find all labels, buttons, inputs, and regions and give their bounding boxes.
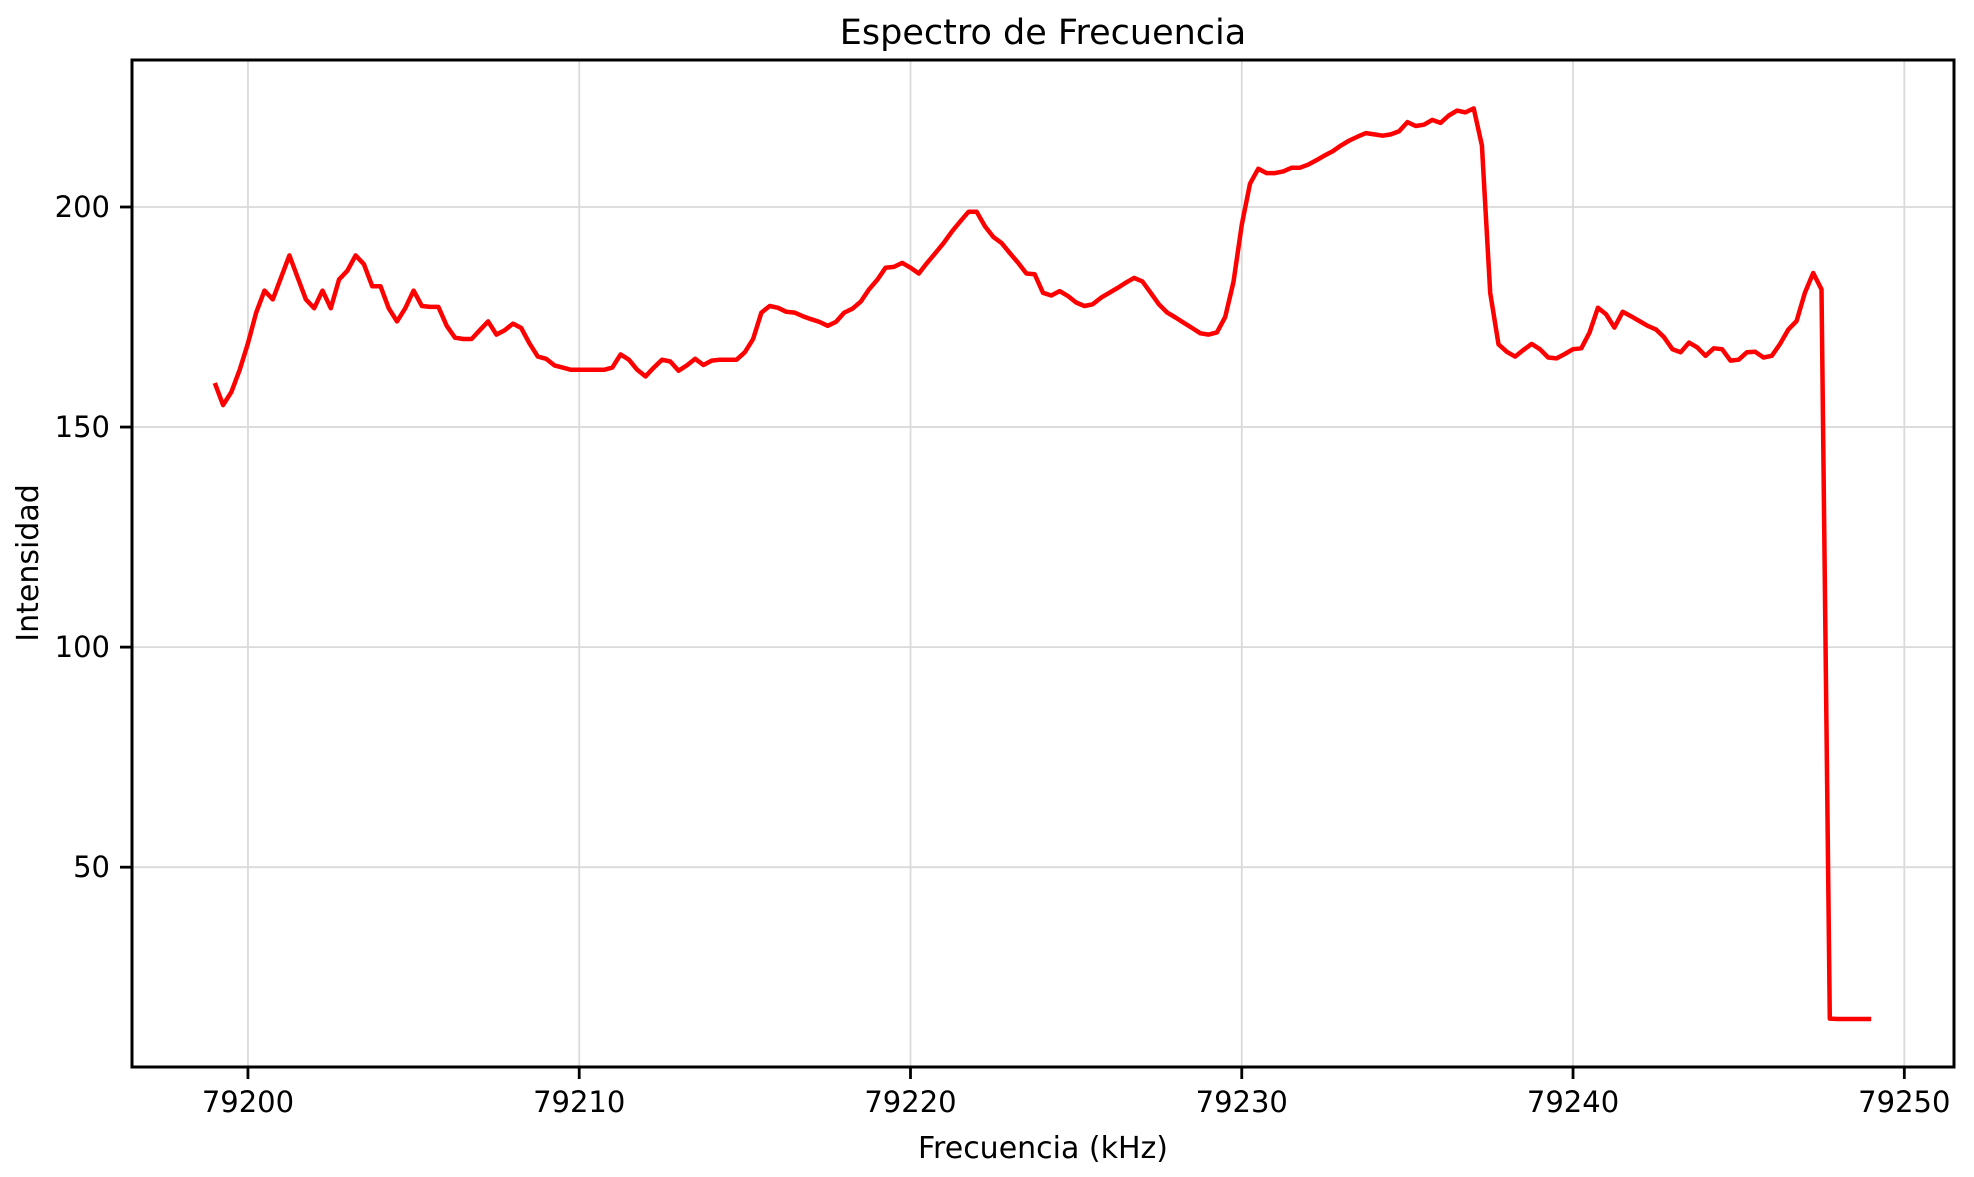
- x-tick-label: 79200: [202, 1085, 294, 1119]
- y-tick-label: 150: [55, 410, 110, 444]
- x-tick-label: 79230: [1196, 1085, 1288, 1119]
- x-tick-label: 79250: [1858, 1085, 1950, 1119]
- x-tick-label: 79240: [1527, 1085, 1619, 1119]
- spectrum-line: [212, 106, 1872, 1022]
- chart-title: Espectro de Frecuencia: [840, 13, 1246, 53]
- y-axis-label: Intensidad: [11, 484, 46, 642]
- gridlines: [132, 60, 1954, 1067]
- y-tick-label: 100: [55, 630, 110, 664]
- plot-border: [130, 58, 1956, 1069]
- x-tick-label: 79210: [533, 1085, 625, 1119]
- y-tick-label: 50: [73, 850, 110, 884]
- series-layer: [212, 106, 1872, 1022]
- y-tick-label: 200: [55, 190, 110, 224]
- tick-labels: 79200 79210 79220 79230 79240 79250 50 100 150 20…: [55, 190, 1951, 1119]
- axis-ticks: [120, 205, 1906, 1079]
- x-axis-label: Frecuencia (kHz): [918, 1131, 1168, 1166]
- x-tick-label: 79220: [864, 1085, 956, 1119]
